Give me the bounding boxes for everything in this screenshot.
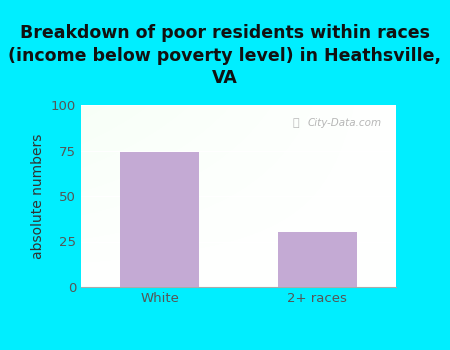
Bar [121,152,199,287]
Text: ⦿: ⦿ [292,118,299,128]
Text: City-Data.com: City-Data.com [308,118,382,128]
Bar [278,232,356,287]
Y-axis label: absolute numbers: absolute numbers [32,133,45,259]
Text: Breakdown of poor residents within races
(income below poverty level) in Heathsv: Breakdown of poor residents within races… [9,25,441,87]
